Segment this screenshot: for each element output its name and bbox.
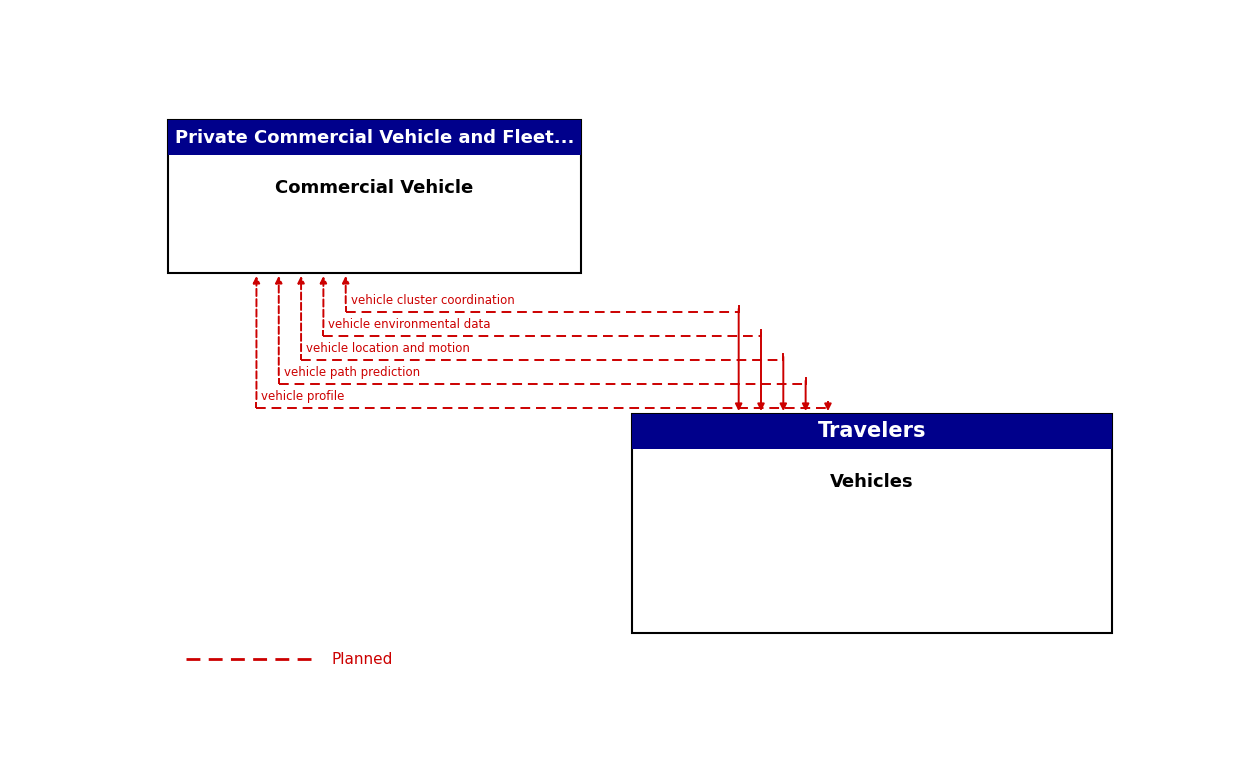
Text: vehicle environmental data: vehicle environmental data bbox=[328, 318, 491, 331]
Text: Private Commercial Vehicle and Fleet...: Private Commercial Vehicle and Fleet... bbox=[174, 128, 573, 147]
Text: Vehicles: Vehicles bbox=[830, 472, 914, 491]
Text: Travelers: Travelers bbox=[818, 421, 926, 441]
Text: Planned: Planned bbox=[331, 652, 393, 667]
Bar bbox=[632, 414, 1112, 633]
Text: Commercial Vehicle: Commercial Vehicle bbox=[275, 179, 473, 197]
Text: vehicle location and motion: vehicle location and motion bbox=[305, 342, 470, 355]
Text: vehicle profile: vehicle profile bbox=[262, 390, 344, 403]
Bar bbox=[168, 121, 581, 273]
Text: vehicle cluster coordination: vehicle cluster coordination bbox=[351, 294, 515, 307]
Bar bbox=[168, 121, 581, 155]
Text: vehicle path prediction: vehicle path prediction bbox=[284, 366, 419, 379]
Bar bbox=[632, 414, 1112, 449]
